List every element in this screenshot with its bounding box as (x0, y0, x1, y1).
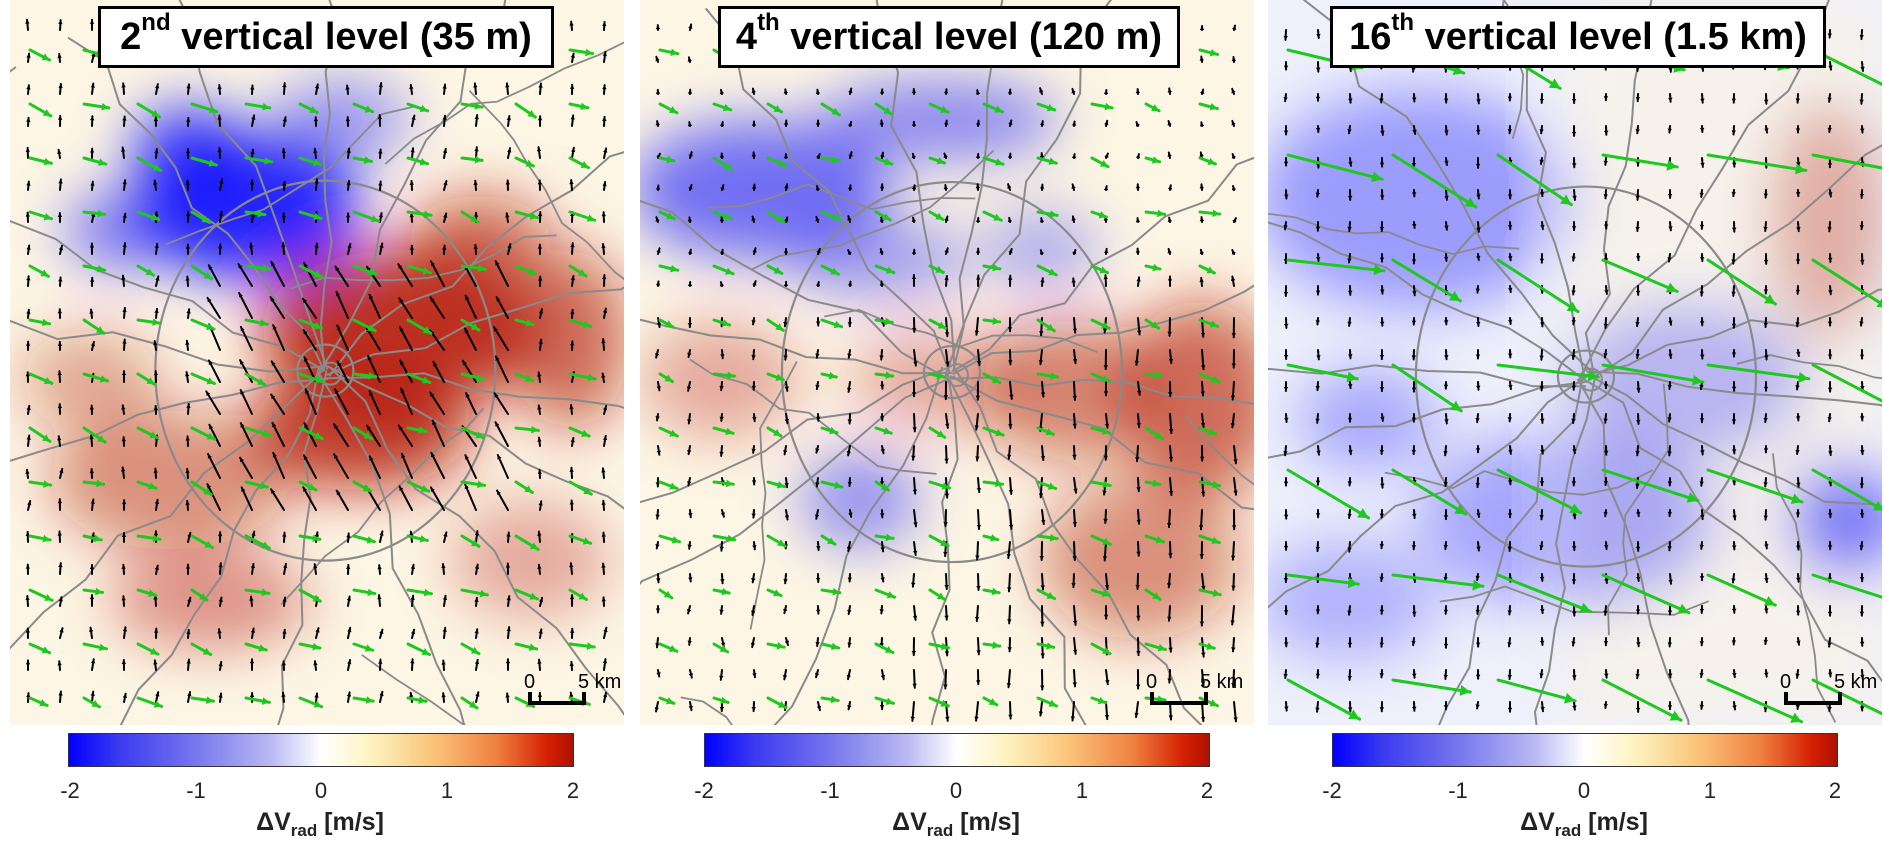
title-suffix: th (1391, 9, 1415, 36)
colorbar (68, 733, 574, 767)
colorbar-tick: 1 (1703, 778, 1717, 803)
title-suffix: nd (141, 9, 171, 36)
title-text: vertical level (35 m) (170, 15, 532, 58)
colorbar-tick: 2 (1200, 778, 1214, 803)
title-number: 4 (735, 15, 758, 58)
colorbar (1332, 733, 1838, 767)
colorbar-label: ΔVrad [m/s] (1520, 808, 1648, 840)
colorbar-label: ΔVrad [m/s] (256, 808, 384, 840)
colorbar-tick: 0 (949, 778, 963, 803)
colorbar-tick: 2 (1828, 778, 1842, 803)
title-text: vertical level (1.5 km) (1414, 15, 1807, 58)
colorbar-tick: 1 (440, 778, 454, 803)
colorbar-tick: -2 (694, 778, 714, 803)
colorbar-tick: -2 (60, 778, 80, 803)
map-field-level-16 (1268, 0, 1882, 725)
colorbar-label: ΔVrad [m/s] (892, 808, 1020, 840)
colorbar (704, 733, 1210, 767)
colorbar-tick: -1 (186, 778, 206, 803)
title-number: 2 (120, 15, 142, 58)
title-number: 16 (1349, 15, 1392, 58)
map-field-level-4 (640, 0, 1254, 725)
colorbar-tick: 0 (314, 778, 328, 803)
title-suffix: th (757, 9, 780, 36)
colorbar-tick: -2 (1322, 778, 1342, 803)
colorbar-tick: -1 (820, 778, 840, 803)
colorbar-tick: 2 (566, 778, 580, 803)
colorbar-tick: 0 (1577, 778, 1591, 803)
colorbar-tick: 1 (1075, 778, 1089, 803)
title-text: vertical level (120 m) (779, 15, 1163, 58)
map-field-level-2 (10, 0, 624, 725)
colorbar-tick: -1 (1448, 778, 1468, 803)
